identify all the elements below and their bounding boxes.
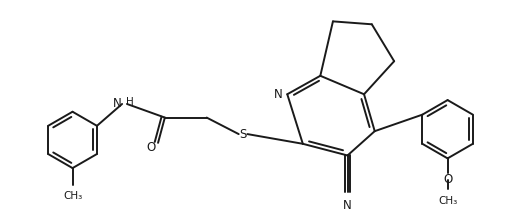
Text: S: S <box>239 128 246 141</box>
Text: O: O <box>443 173 452 186</box>
Text: O: O <box>146 141 156 154</box>
Text: N: N <box>343 199 352 212</box>
Text: N: N <box>274 88 282 101</box>
Text: N: N <box>112 97 121 110</box>
Text: CH₃: CH₃ <box>63 191 82 201</box>
Text: CH₃: CH₃ <box>438 196 457 206</box>
Text: H: H <box>126 97 134 107</box>
